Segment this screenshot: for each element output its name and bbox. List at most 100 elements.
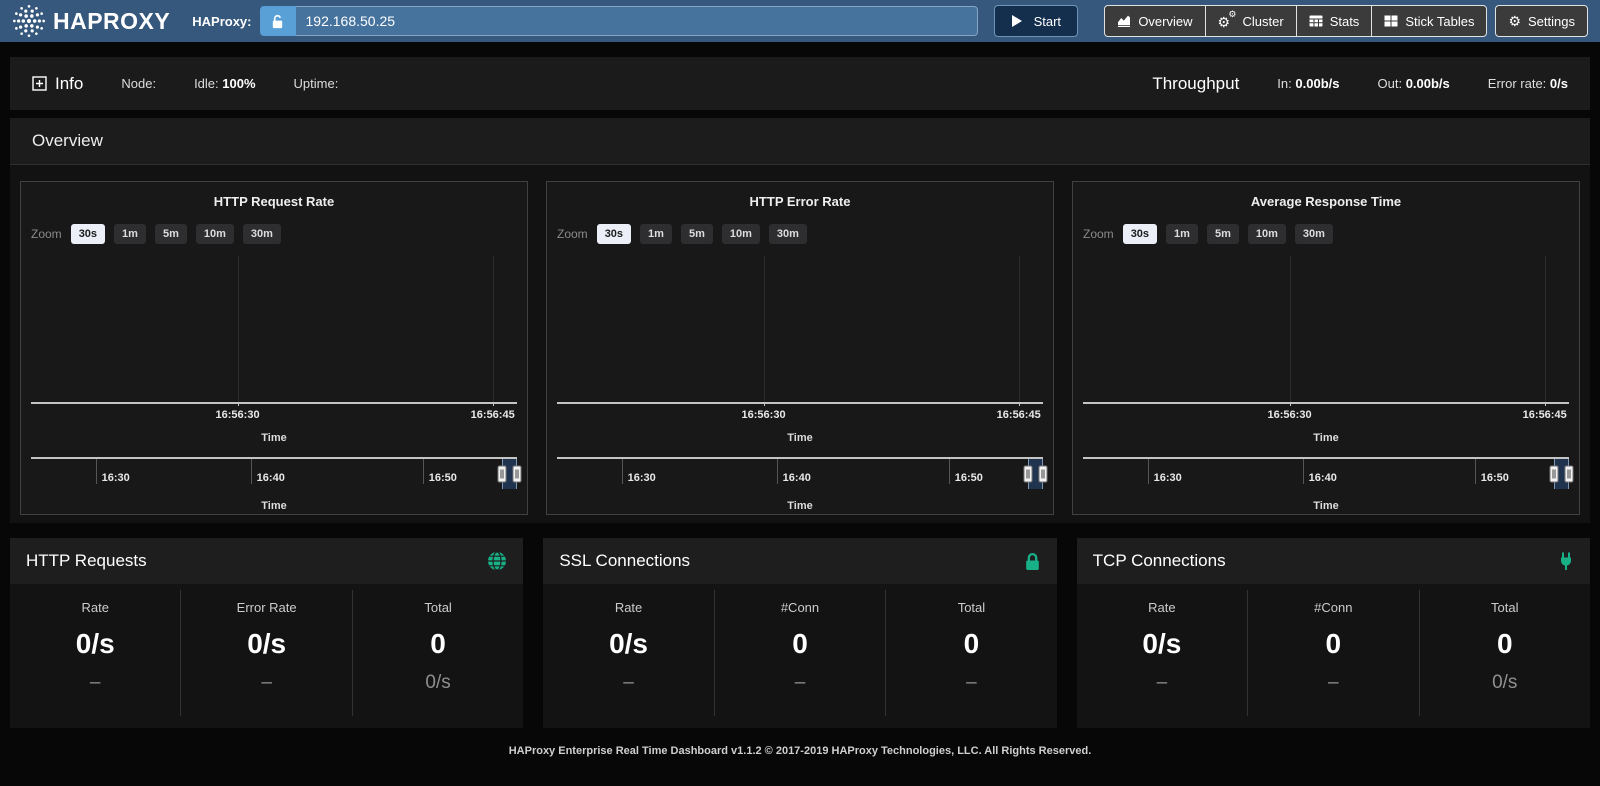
x-tick-label: 16:56:45	[470, 409, 515, 421]
chart-plot-area[interactable]: 16:56:30 16:56:45	[557, 256, 1043, 421]
zoom-30s-button[interactable]: 30s	[70, 224, 106, 244]
stat-sub-value: –	[89, 672, 101, 693]
tab-cluster[interactable]: ⚙ ⚙ Cluster	[1204, 5, 1297, 37]
x-axis-title: Time	[1313, 432, 1339, 444]
chart-average-response-time: Average Response Time Zoom 30s 1m 5m 10m…	[1072, 181, 1580, 515]
stat-sub-value: –	[794, 672, 806, 693]
out-value: 0.00b/s	[1405, 76, 1450, 91]
chart-navigator[interactable]: 16:30 16:40 16:50	[557, 457, 1048, 499]
chart-plot-area[interactable]: 16:56:30 16:56:45	[1083, 256, 1569, 421]
node-field: Node:	[121, 76, 156, 91]
idle-field: Idle: 100%	[194, 76, 255, 91]
plug-icon	[1560, 552, 1571, 570]
navigator-tick-label: 16:50	[428, 472, 457, 484]
zoom-5m-button[interactable]: 5m	[680, 224, 713, 244]
stat-label: Error Rate	[236, 600, 297, 615]
stat-label: #Conn	[780, 600, 820, 615]
navigator-tick-label: 16:40	[782, 472, 811, 484]
tab-overview[interactable]: Overview	[1104, 5, 1206, 37]
zoom-5m-button[interactable]: 5m	[154, 224, 187, 244]
tab-stats[interactable]: Stats	[1295, 5, 1373, 37]
lock-icon	[1025, 552, 1039, 570]
navigator-gridline	[776, 459, 778, 484]
stat-label: Total	[1491, 600, 1519, 615]
zoom-30m-button[interactable]: 30m	[242, 224, 281, 244]
navigator-selection[interactable]	[1023, 459, 1048, 489]
axis-tick	[1544, 402, 1546, 406]
stat-column-conn: #Conn 0 –	[1248, 590, 1420, 716]
card-body: Rate 0/s – Error Rate 0/s – Total 0 0/s	[10, 584, 523, 728]
navigator-handle-left[interactable]	[1023, 465, 1033, 483]
stat-sub-value: –	[261, 672, 272, 693]
gridline	[237, 256, 239, 402]
zoom-30m-button[interactable]: 30m	[768, 224, 807, 244]
zoom-30m-button[interactable]: 30m	[1294, 224, 1333, 244]
x-tick-label: 16:56:45	[1522, 409, 1567, 421]
unlock-button[interactable]	[259, 6, 296, 36]
zoom-10m-button[interactable]: 10m	[195, 224, 234, 244]
settings-button[interactable]: ⚙ Settings	[1495, 5, 1588, 37]
expand-plus-icon	[32, 76, 47, 91]
start-button[interactable]: Start	[994, 5, 1079, 37]
info-toggle[interactable]: Info	[32, 74, 83, 94]
tab-stick-tables[interactable]: Stick Tables	[1371, 5, 1488, 37]
navigator-handle-left[interactable]	[1549, 465, 1559, 483]
navigator-tick-label: 16:40	[1308, 472, 1337, 484]
address-input[interactable]	[295, 6, 979, 36]
zoom-5m-button[interactable]: 5m	[1206, 224, 1239, 244]
card-http-requests: HTTP Requests Rate 0/s – Error Rate 0/s …	[10, 538, 524, 728]
navigator-selection[interactable]	[497, 459, 522, 489]
zoom-30s-button[interactable]: 30s	[596, 224, 632, 244]
navigator-gridline	[1302, 459, 1304, 484]
stat-column-rate: Rate 0/s –	[1077, 590, 1249, 716]
play-icon	[1011, 15, 1022, 27]
x-axis-title: Time	[261, 432, 287, 444]
zoom-30s-button[interactable]: 30s	[1122, 224, 1158, 244]
stat-sub-value: –	[1156, 672, 1168, 693]
navigator-gridline	[621, 459, 623, 484]
gridline	[492, 256, 494, 402]
idle-label: Idle:	[194, 76, 219, 91]
navigator-handle-right[interactable]	[1038, 465, 1048, 483]
stat-label: Total	[424, 600, 452, 615]
in-label: In:	[1277, 76, 1292, 91]
navigator-selection[interactable]	[1549, 459, 1574, 489]
idle-value: 100%	[222, 76, 256, 91]
stat-value: 0	[963, 628, 980, 659]
stat-column-rate: Rate 0/s –	[543, 590, 715, 716]
zoom-1m-button[interactable]: 1m	[1166, 224, 1198, 244]
zoom-label: Zoom	[557, 227, 588, 241]
top-navbar: HAPROXY HAProxy: Start Overview ⚙⚙ Clust…	[0, 0, 1600, 42]
error-rate-label: Error rate:	[1487, 76, 1547, 91]
axis-tick	[492, 402, 494, 406]
stat-sub-value: –	[1328, 672, 1339, 693]
settings-label: Settings	[1528, 13, 1575, 29]
card-tcp-connections: TCP Connections Rate 0/s – #Conn 0 –	[1076, 538, 1590, 728]
cogs-icon: ⚙ ⚙	[1217, 9, 1237, 30]
card-title: SSL Connections	[559, 551, 691, 570]
globe-icon	[488, 551, 507, 571]
card-ssl-connections: SSL Connections Rate 0/s – #Conn 0 – Tot…	[543, 538, 1057, 728]
stat-column-error-rate: Error Rate 0/s –	[181, 590, 353, 716]
zoom-1m-button[interactable]: 1m	[640, 224, 672, 244]
x-tick-label: 16:56:30	[215, 409, 260, 421]
navigator-handle-right[interactable]	[512, 465, 522, 483]
error-rate-value: 0/s	[1549, 76, 1568, 91]
navigator-handle-left[interactable]	[497, 465, 507, 483]
view-switcher: Overview ⚙ ⚙ Cluster Stats Stick Tables	[1104, 5, 1488, 37]
brand-name: HAPROXY	[53, 7, 171, 34]
chart-navigator[interactable]: 16:30 16:40 16:50	[31, 457, 522, 499]
card-title: TCP Connections	[1092, 551, 1226, 570]
stat-value: 0/s	[609, 628, 649, 659]
zoom-10m-button[interactable]: 10m	[1247, 224, 1286, 244]
zoom-10m-button[interactable]: 10m	[721, 224, 760, 244]
navigator-handle-right[interactable]	[1564, 465, 1574, 483]
stat-label: Rate	[1148, 600, 1176, 615]
zoom-1m-button[interactable]: 1m	[114, 224, 146, 244]
throughput-title: Throughput	[1152, 73, 1240, 93]
chart-navigator[interactable]: 16:30 16:40 16:50	[1083, 457, 1574, 499]
card-title: HTTP Requests	[26, 551, 147, 570]
stat-sub-value: 0/s	[425, 672, 451, 693]
axis-tick	[1018, 402, 1020, 406]
chart-plot-area[interactable]: 16:56:30 16:56:45	[31, 256, 517, 421]
